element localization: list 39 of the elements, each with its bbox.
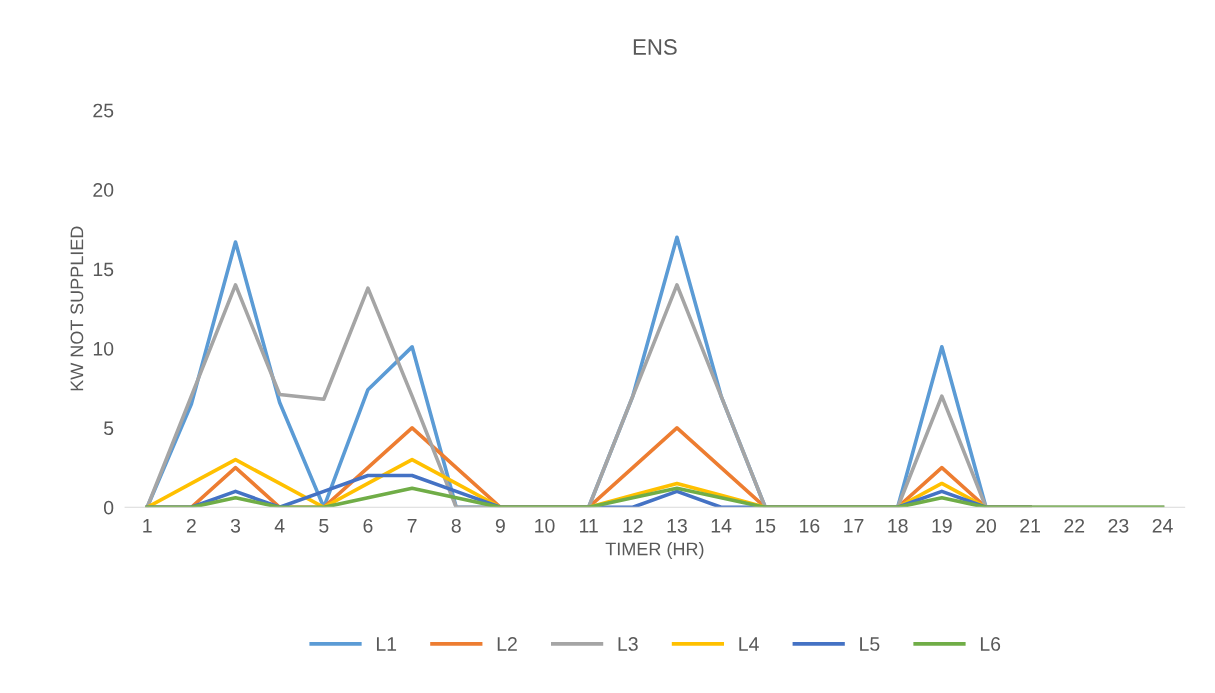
x-tick-label: 2 <box>186 518 196 533</box>
legend-label: L5 <box>860 637 880 651</box>
y-tick-label: 20 <box>93 183 114 197</box>
x-tick-label: 18 <box>888 518 908 533</box>
x-tick-label: 14 <box>711 519 732 533</box>
x-tick-label: 3 <box>230 518 241 533</box>
x-tick-label: 17 <box>844 519 864 533</box>
x-tick-label: 13 <box>667 518 687 533</box>
x-tick-label: 9 <box>495 518 505 533</box>
x-tick-label: 4 <box>274 519 285 533</box>
x-tick-label: 7 <box>407 519 417 533</box>
y-tick-label: 25 <box>93 103 114 118</box>
x-tick-label: 5 <box>319 519 329 533</box>
x-tick-label: 12 <box>623 518 643 533</box>
x-tick-label: 21 <box>1020 518 1040 533</box>
x-tick-label: 10 <box>535 518 555 533</box>
y-tick-label: 15 <box>93 262 114 277</box>
x-tick-label: 24 <box>1152 518 1173 533</box>
y-tick-label: 5 <box>104 421 114 436</box>
x-tick-label: 11 <box>580 519 598 533</box>
x-tick-label: 6 <box>363 518 373 533</box>
legend-label: L6 <box>980 637 1001 651</box>
legend-label: L2 <box>497 637 517 651</box>
x-tick-label: 1 <box>143 519 152 533</box>
y-tick-label: 0 <box>103 500 114 515</box>
x-tick-label: 15 <box>755 519 776 533</box>
x-axis-title: TIMER (HR) <box>605 542 704 559</box>
y-tick-label: 10 <box>93 341 114 356</box>
legend-label: L3 <box>618 637 638 651</box>
x-tick-label: 22 <box>1064 518 1085 533</box>
legend-label: L4 <box>739 637 759 651</box>
x-tick-label: 20 <box>976 518 997 533</box>
y-axis-title: KW NOT SUPPLIED <box>70 226 84 391</box>
legend-label: L1 <box>376 637 397 651</box>
x-tick-label: 23 <box>1108 518 1129 533</box>
x-tick-label: 16 <box>800 518 820 533</box>
x-tick-label: 8 <box>451 518 461 533</box>
chart-title: ENS <box>633 39 677 55</box>
x-tick-label: 19 <box>932 518 952 533</box>
